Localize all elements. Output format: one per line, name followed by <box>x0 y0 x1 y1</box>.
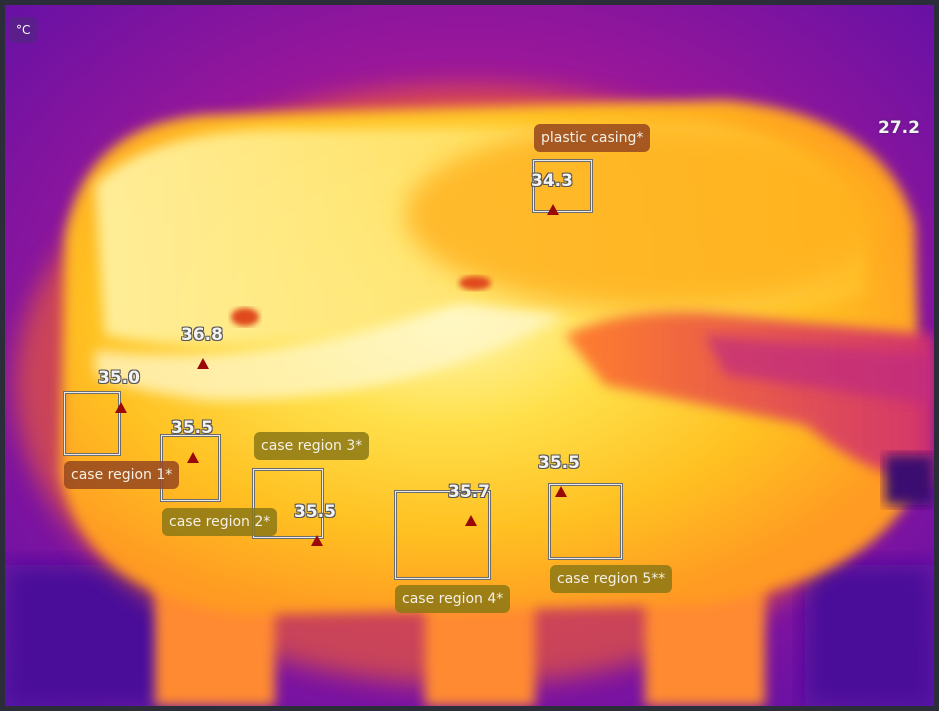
spot-marker-3[interactable] <box>187 452 199 463</box>
label-region-4[interactable]: case region 4* <box>395 585 511 613</box>
roi-box-plastic-casing[interactable] <box>532 159 593 213</box>
unit-badge: °C <box>9 17 38 43</box>
spot-temp-4: 35.5 <box>294 502 336 522</box>
spot-temp-2: 35.0 <box>98 368 140 388</box>
spot-temp-6: 35.5 <box>538 453 580 473</box>
label-region-1[interactable]: case region 1* <box>64 461 180 489</box>
spot-temp-5: 35.7 <box>448 482 490 502</box>
spot-temp-3: 35.5 <box>171 418 213 438</box>
label-region-3[interactable]: case region 3* <box>254 432 370 460</box>
roi-box-region-5[interactable] <box>548 483 623 560</box>
roi-box-region-3[interactable] <box>252 468 324 539</box>
spot-temp-7: 34.3 <box>531 171 573 191</box>
spot-marker-5[interactable] <box>465 515 477 526</box>
spot-marker-4[interactable] <box>311 535 323 546</box>
scale-max-value: 27.2 <box>878 118 920 138</box>
spot-temp-1: 36.8 <box>181 325 223 345</box>
label-plastic-casing[interactable]: plastic casing* <box>534 124 651 152</box>
roi-box-region-1[interactable] <box>63 391 121 456</box>
spot-marker-6[interactable] <box>555 486 567 497</box>
roi-box-region-4[interactable] <box>394 490 491 580</box>
label-region-5[interactable]: case region 5** <box>550 565 673 593</box>
label-region-2[interactable]: case region 2* <box>162 508 278 536</box>
spot-marker-7[interactable] <box>547 204 559 215</box>
spot-marker-1[interactable] <box>197 358 209 369</box>
spot-marker-2[interactable] <box>115 402 127 413</box>
